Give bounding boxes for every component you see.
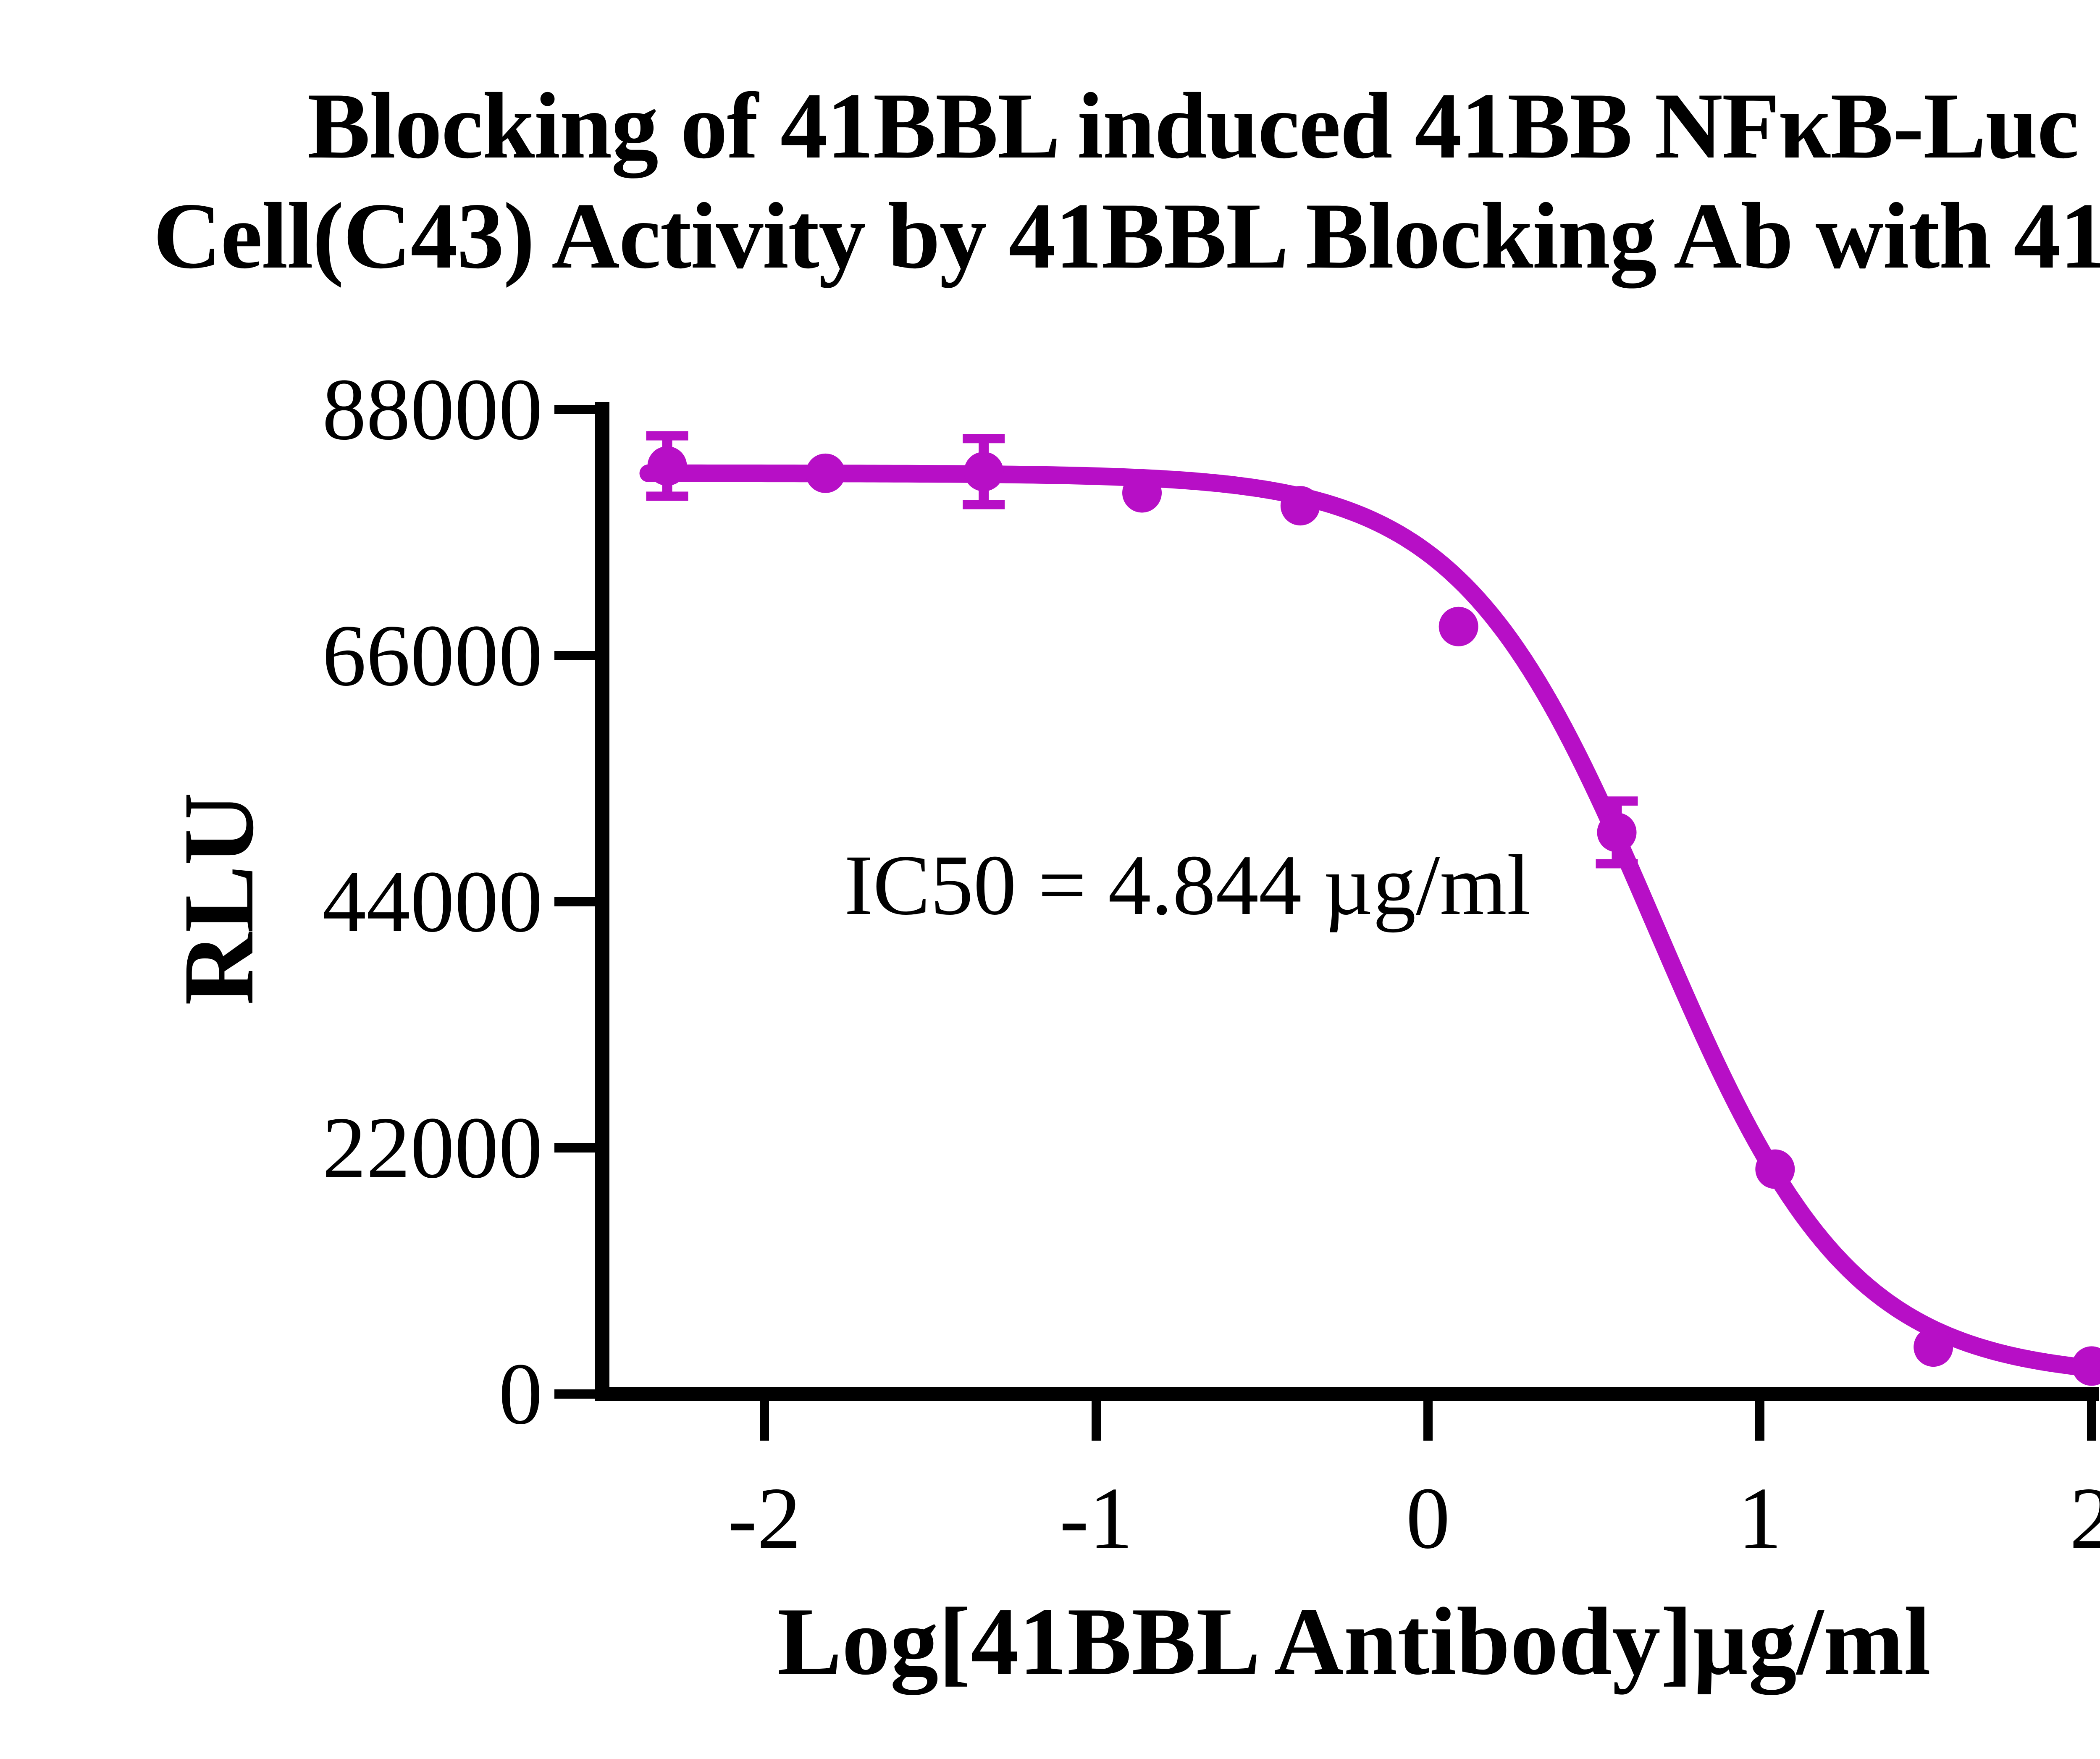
y-tick [554,405,595,414]
data-point-marker [1597,812,1637,852]
data-point-marker [1914,1327,1953,1367]
ic50-annotation: IC50 = 4.844 µg/ml [844,837,1531,933]
x-tick [2087,1401,2096,1441]
y-axis-title: RLU [163,792,274,1006]
y-axis-line [595,402,609,1401]
y-tick [554,1143,595,1153]
error-bar-cap-top [1596,796,1638,806]
y-tick-label: 0 [499,1345,543,1443]
data-point-marker [647,446,687,486]
error-bar-cap-top [963,434,1005,444]
error-bar-cap-bottom [646,491,688,501]
y-tick-label: 66000 [322,607,543,704]
y-tick-label: 44000 [322,853,543,950]
data-point-marker [964,452,1004,491]
chart-title-line1: Blocking of 41BBL induced 41BB NFκB-Luc … [307,73,2100,178]
y-tick-label: 88000 [322,361,543,458]
y-tick [554,651,595,660]
y-tick [554,897,595,906]
x-tick-label: -2 [727,1470,801,1567]
error-bar-cap-bottom [1596,859,1638,869]
x-tick [760,1401,769,1441]
x-axis-title: Log[41BBL Antibody]µg/ml [777,1588,1931,1695]
y-tick-label: 22000 [322,1099,543,1197]
x-tick-label: -1 [1059,1470,1133,1567]
data-point-marker [1438,606,1478,646]
x-tick-label: 0 [1406,1470,1450,1567]
chart-title-line2: Cell(C43) Activity by 41BBL Blocking Ab … [153,183,2100,288]
data-point-marker [2072,1346,2100,1386]
data-point-marker [1280,486,1320,526]
data-point-marker [1755,1149,1795,1189]
x-tick [1092,1401,1101,1441]
chart-title: Blocking of 41BBL induced 41BB NFκB-Luc … [0,71,2100,291]
x-axis-line [595,1387,2099,1401]
fit-curve-line [639,464,2100,1378]
y-tick [554,1389,595,1399]
x-tick [1755,1401,1764,1441]
error-bar-cap-top [646,431,688,441]
error-bar-cap-bottom [963,500,1005,509]
x-tick-label: 2 [2069,1470,2100,1567]
x-tick-label: 1 [1738,1470,1782,1567]
data-point-marker [806,453,845,493]
x-tick [1423,1401,1433,1441]
data-point-marker [1122,473,1162,513]
